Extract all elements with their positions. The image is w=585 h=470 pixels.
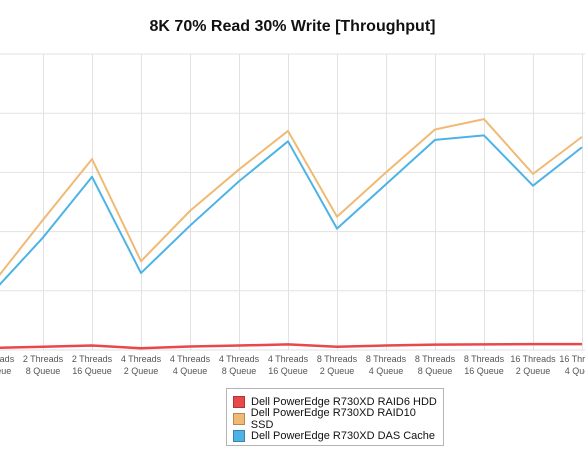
x-tick-label-queue: 16 Queue (268, 366, 308, 376)
x-tick-label-thread: 4 Threads (268, 354, 309, 364)
x-tick-label-queue: 16 Queue (72, 366, 112, 376)
x-tick-label-queue: 4 Queue (0, 366, 11, 376)
legend: Dell PowerEdge R730XD RAID6 HDD Dell Pow… (226, 388, 444, 446)
x-tick-label-thread: 16 Threads (559, 354, 585, 364)
legend-label-raid10: Dell PowerEdge R730XD RAID10 SSD (250, 406, 416, 431)
legend-label-raid6: Dell PowerEdge R730XD RAID6 HDD (251, 395, 437, 408)
x-tick-label-thread: 2 Threads (72, 354, 113, 364)
chart-title: 8K 70% Read 30% Write [Throughput] (149, 18, 436, 35)
x-tick-label-queue: 8 Queue (222, 366, 257, 376)
x-tick-label-thread: 16 Threads (510, 354, 556, 364)
x-tick-label-thread: 2 Threads (0, 354, 15, 364)
legend-swatch-das-cache (233, 429, 245, 442)
x-tick-label-queue: 2 Queue (516, 366, 551, 376)
x-tick-label-thread: 2 Threads (23, 354, 64, 364)
x-tick-label-queue: 4 Queue (369, 366, 404, 376)
legend-item-raid6[interactable]: Dell PowerEdge R730XD RAID6 HDD (233, 393, 437, 410)
x-tick-label-thread: 8 Threads (415, 354, 456, 364)
series-line-3 (0, 134, 583, 286)
x-tick-label-thread: 8 Threads (317, 354, 358, 364)
legend-swatch-raid10 (233, 412, 245, 425)
x-tick-label-thread: 4 Threads (121, 354, 162, 364)
x-tick-label-queue: 8 Queue (418, 366, 453, 376)
legend-label-das-cache: Dell PowerEdge R730XD DAS Cache (251, 429, 436, 442)
x-tick-label-queue: 8 Queue (26, 366, 61, 376)
series-line-1 (0, 342, 582, 350)
legend-item-das-cache[interactable]: Dell PowerEdge R730XD DAS Cache (233, 427, 437, 444)
x-tick-label-queue: 2 Queue (320, 366, 355, 376)
x-tick-label-queue: 16 Queue (464, 366, 504, 376)
x-tick-label-thread: 4 Threads (170, 354, 211, 364)
x-tick-label-thread: 8 Threads (464, 354, 505, 364)
x-tick-label-thread: 8 Threads (366, 354, 407, 364)
legend-item-raid10[interactable]: Dell PowerEdge R730XD RAID10 SSD (233, 407, 437, 431)
x-tick-label-queue: 4 Queue (173, 366, 208, 376)
x-tick-label-queue: 4 Queue (565, 366, 585, 376)
legend-swatch-raid6 (233, 395, 245, 408)
x-tick-label-thread: 4 Threads (219, 354, 260, 364)
x-tick-label-queue: 2 Queue (124, 366, 159, 376)
series-line-2 (0, 118, 583, 276)
